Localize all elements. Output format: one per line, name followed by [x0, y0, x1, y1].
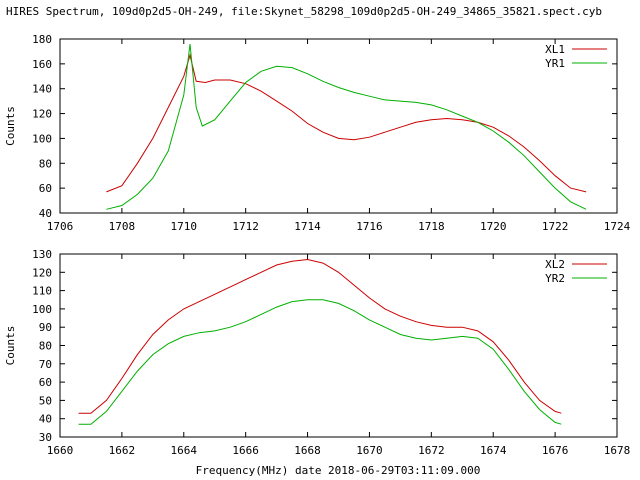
x-axis-label: Frequency(MHz) date 2018-06-29T03:11:09.…	[196, 464, 481, 477]
x-tick-label: 1722	[542, 220, 569, 233]
y-tick-label: 40	[39, 207, 52, 220]
plot-frame	[59, 253, 618, 438]
series-line-yr2	[78, 299, 562, 425]
x-tick-label: 1724	[604, 220, 631, 233]
x-tick-label: 1676	[542, 444, 569, 457]
y-tick-label: 120	[32, 108, 52, 121]
x-tick-label: 1720	[480, 220, 507, 233]
x-tick-label: 1662	[109, 444, 136, 457]
y-tick-label: 90	[39, 321, 52, 334]
legend-label-yr2: YR2	[545, 272, 565, 285]
legend-label-xl2: XL2	[545, 258, 565, 271]
y-axis-label: Counts	[4, 326, 17, 366]
x-tick-label: 1674	[480, 444, 507, 457]
legend-label-yr1: YR1	[545, 57, 565, 70]
y-axis-label: Counts	[4, 106, 17, 146]
y-tick-label: 140	[32, 83, 52, 96]
panel-2: 1660 1662 1664 1666 1668 1670 1672 1674 1676 1678…	[4, 248, 630, 457]
y-tick-label: 160	[32, 58, 52, 71]
y-tick-label: 100	[32, 303, 52, 316]
y-tick-label: 80	[39, 340, 52, 353]
x-tick-label: 1712	[232, 220, 259, 233]
legend-label-xl1: XL1	[545, 43, 565, 56]
x-tick-label: 1670	[356, 444, 383, 457]
y-tick-label: 120	[32, 266, 52, 279]
y-tick-label: 30	[39, 431, 52, 444]
y-tick-label: 40	[39, 413, 52, 426]
chart-title: HIRES Spectrum, 109d0p2d5-OH-249, file:S…	[6, 5, 602, 18]
x-tick-label: 1714	[294, 220, 321, 233]
y-tick-label: 180	[32, 33, 52, 46]
x-tick-label: 1710	[171, 220, 198, 233]
series-line-yr1	[106, 43, 587, 210]
series-line-xl1	[106, 53, 587, 193]
x-tick-label: 1664	[171, 444, 198, 457]
y-tick-label: 130	[32, 248, 52, 261]
x-tick-label: 1672	[418, 444, 445, 457]
x-tick-label: 1668	[294, 444, 321, 457]
y-tick-label: 100	[32, 132, 52, 145]
panel-1: 1706 1708 1710 1712 1714 1716 1718 1720 1722 1724…	[4, 33, 631, 233]
x-tick-label: 1706	[47, 220, 74, 233]
x-tick-label: 1708	[109, 220, 136, 233]
plot-frame	[59, 38, 618, 214]
y-tick-label: 60	[39, 182, 52, 195]
x-tick-label: 1678	[604, 444, 631, 457]
x-tick-label: 1666	[232, 444, 259, 457]
y-tick-label: 80	[39, 157, 52, 170]
x-tick-label: 1660	[47, 444, 74, 457]
y-tick-label: 70	[39, 358, 52, 371]
y-tick-label: 50	[39, 394, 52, 407]
y-tick-label: 60	[39, 376, 52, 389]
x-tick-label: 1716	[356, 220, 383, 233]
x-tick-label: 1718	[418, 220, 445, 233]
y-tick-label: 110	[32, 285, 52, 298]
series-line-xl2	[78, 258, 562, 414]
